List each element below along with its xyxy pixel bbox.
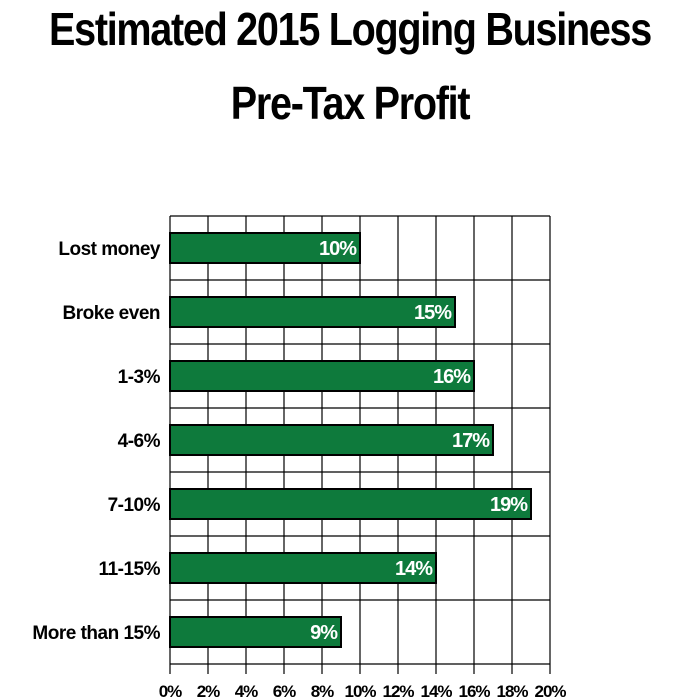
x-tick-label: 12% xyxy=(382,682,414,700)
x-tick-label: 8% xyxy=(311,682,334,700)
x-tick-label: 0% xyxy=(159,682,182,700)
category-label: Lost money xyxy=(58,239,161,260)
bar xyxy=(169,424,494,456)
x-tick-label: 2% xyxy=(197,682,220,700)
bar xyxy=(169,296,456,328)
data-label: 14% xyxy=(395,558,433,580)
bar xyxy=(169,616,342,648)
data-label: 9% xyxy=(310,622,338,644)
x-tick-label: 14% xyxy=(420,682,452,700)
category-label: 11-15% xyxy=(99,559,161,580)
data-label: 15% xyxy=(414,302,452,324)
x-tick-label: 4% xyxy=(235,682,258,700)
x-tick-label: 18% xyxy=(496,682,528,700)
category-label: 7-10% xyxy=(108,495,161,516)
data-label: 10% xyxy=(319,238,357,260)
bar xyxy=(169,360,475,392)
data-label: 19% xyxy=(490,494,528,516)
bar xyxy=(169,232,361,264)
category-label: Broke even xyxy=(63,303,160,324)
chart-title-line-1: Estimated 2015 Logging Business xyxy=(49,3,652,55)
x-tick-label: 6% xyxy=(273,682,296,700)
bar xyxy=(169,552,437,584)
x-tick-label: 16% xyxy=(458,682,490,700)
category-label: More than 15% xyxy=(32,623,160,644)
category-label: 4-6% xyxy=(118,431,161,452)
data-label: 16% xyxy=(433,366,471,388)
x-tick-label: 20% xyxy=(534,682,566,700)
category-label: 1-3% xyxy=(118,367,161,388)
chart-title-line-2: Pre-Tax Profit xyxy=(230,77,471,129)
data-label: 17% xyxy=(452,430,490,452)
bar xyxy=(169,488,532,520)
x-tick-label: 10% xyxy=(344,682,376,700)
